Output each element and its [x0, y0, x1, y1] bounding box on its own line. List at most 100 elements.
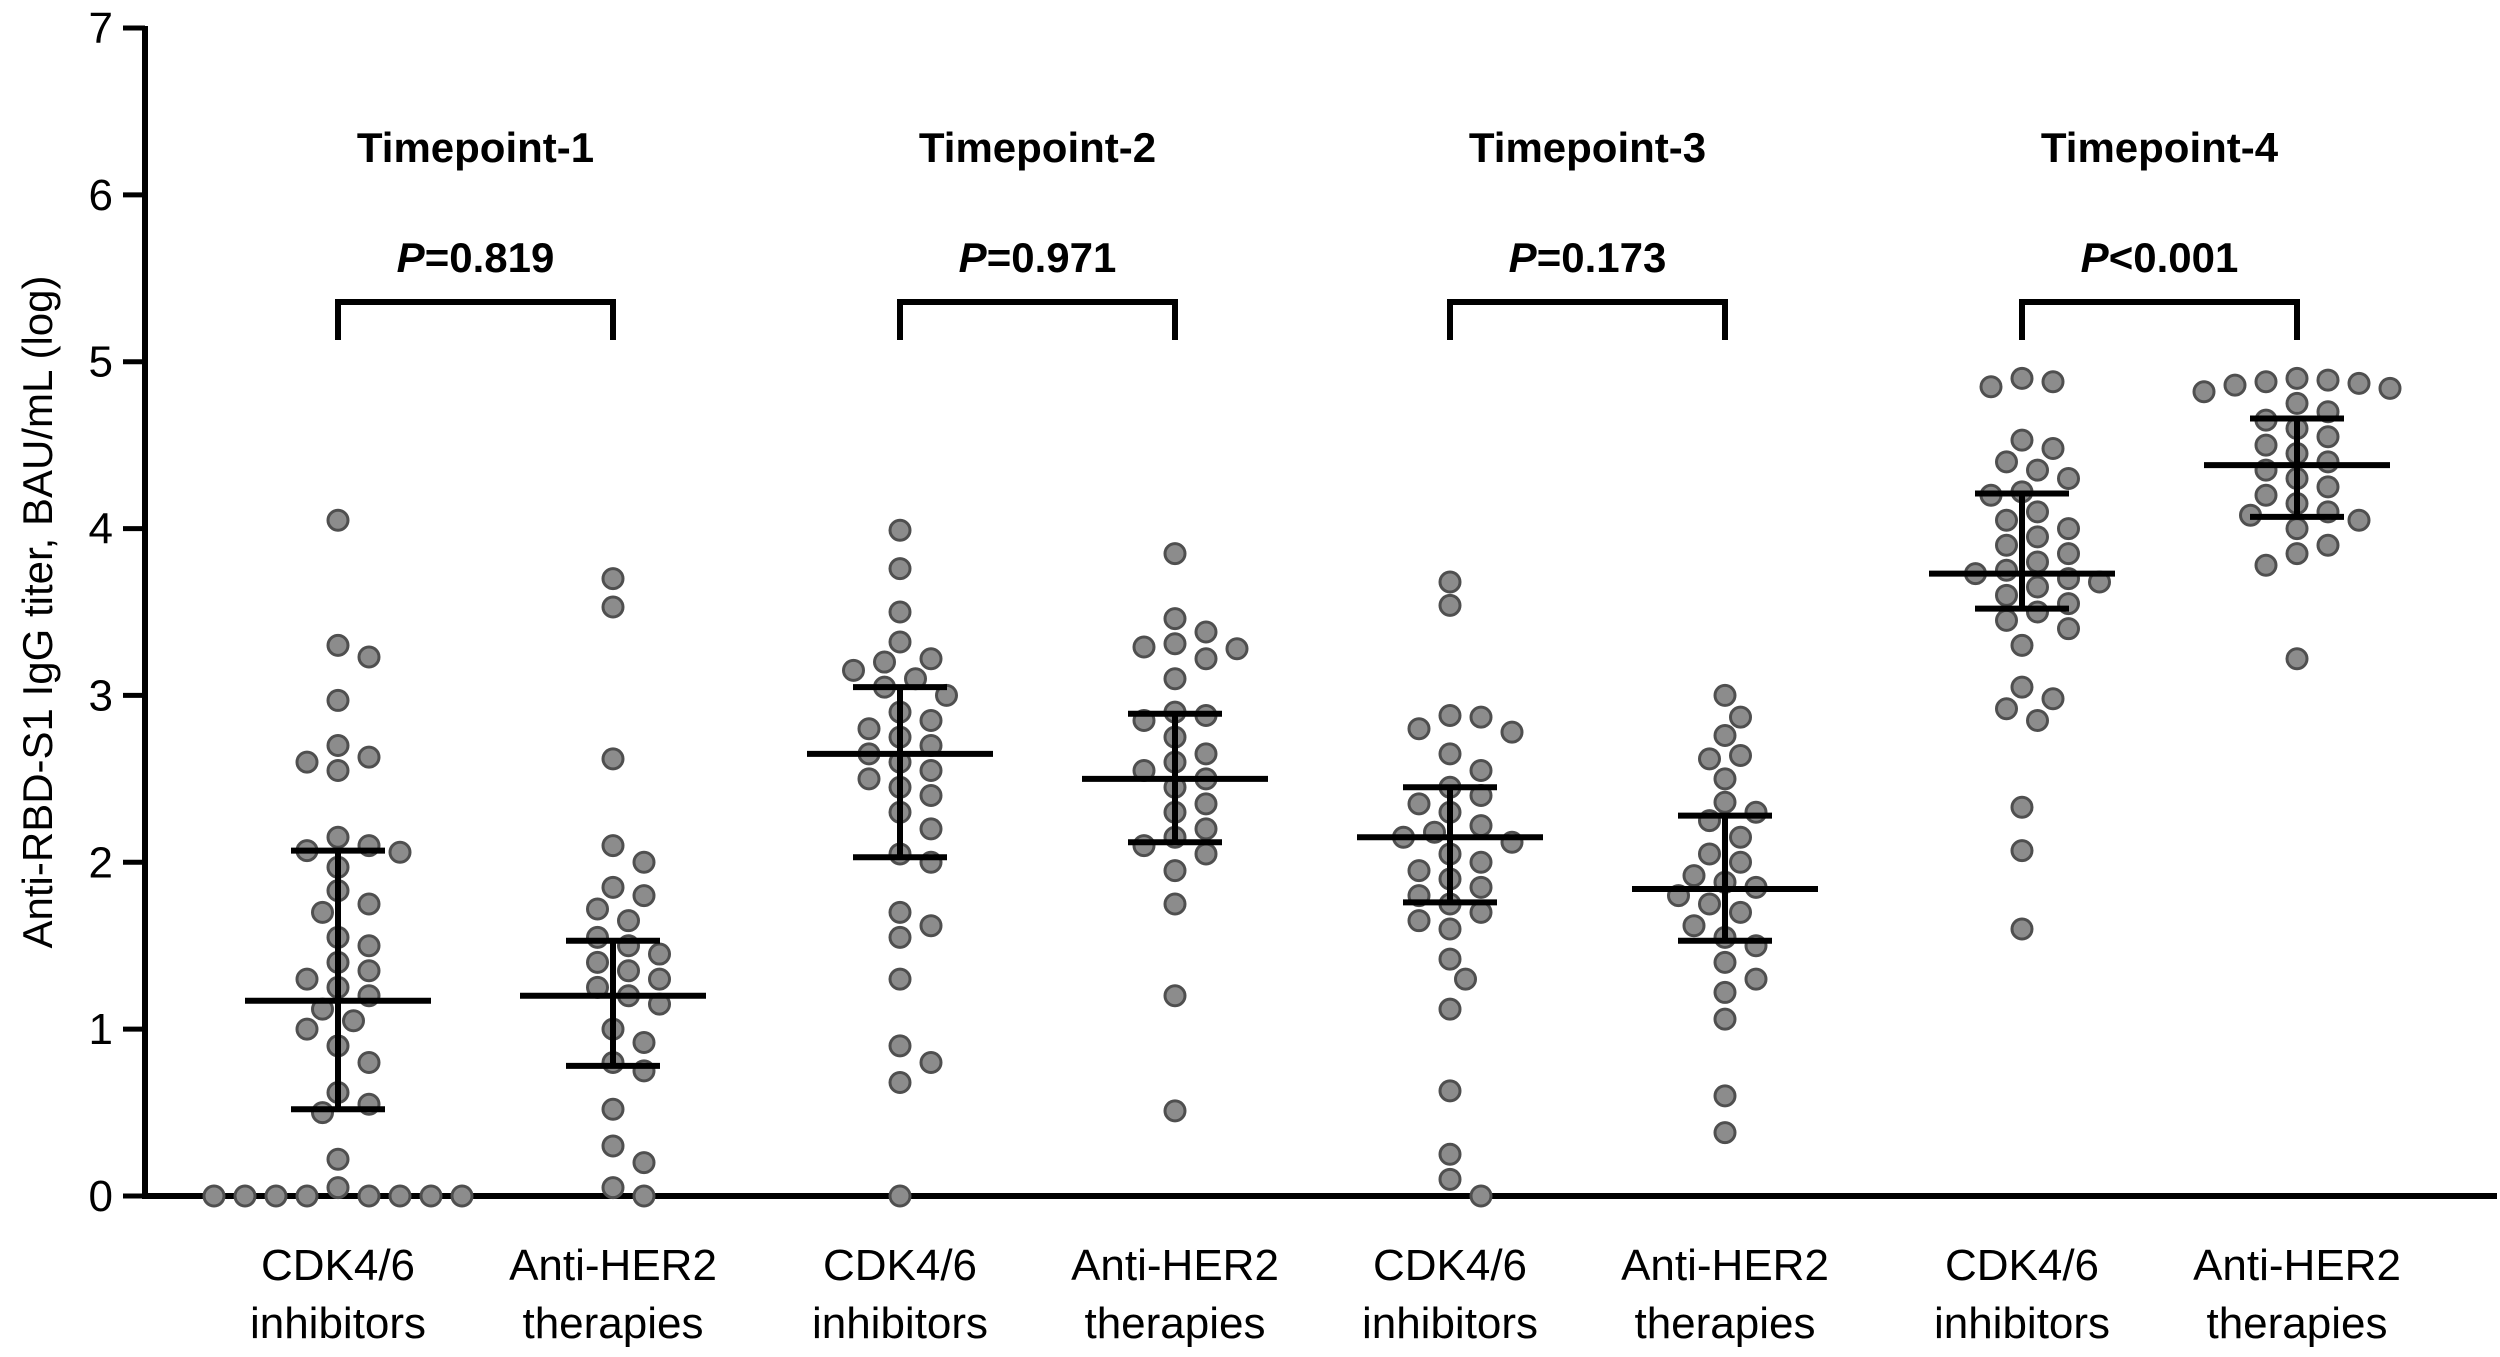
data-point [2285, 366, 2309, 390]
timepoint-title: Timepoint-4 [2041, 124, 2279, 171]
data-point [2316, 533, 2340, 557]
data-point [2254, 483, 2278, 507]
data-point [919, 817, 943, 841]
data-point [888, 1071, 912, 1095]
y-tick-label: 3 [89, 671, 113, 720]
data-point [1729, 825, 1752, 849]
data-point [295, 967, 319, 991]
data-point [2026, 500, 2049, 524]
data-point [326, 733, 350, 757]
data-point [1469, 759, 1493, 783]
data-point [2378, 376, 2402, 400]
data-point [1713, 1121, 1737, 1145]
data-point [326, 1176, 350, 1200]
data-point [842, 658, 865, 682]
data-point [1995, 583, 2018, 607]
data-point [1713, 1007, 1737, 1031]
x-category-label-line1: Anti-HER2 [1621, 1241, 1829, 1290]
data-point [888, 1184, 912, 1208]
data-point [357, 1184, 381, 1208]
data-points [202, 366, 2402, 1208]
p-value-symbol: P [2081, 234, 2110, 281]
data-point [1407, 859, 1431, 883]
data-point [1469, 875, 1493, 899]
data-point [1194, 817, 1218, 841]
data-point [1979, 375, 2003, 399]
data-point [2010, 675, 2034, 699]
data-point [1469, 1184, 1493, 1208]
median-iqr-bars [245, 415, 2390, 1113]
data-point [2026, 458, 2049, 482]
data-point [1682, 914, 1706, 938]
data-point [1729, 705, 1752, 729]
p-value-symbol: P [1509, 234, 1538, 281]
data-point [326, 825, 350, 849]
data-point [2192, 380, 2216, 404]
y-axis-label: Anti-RBD-S1 IgG titer, BAU/mL (log) [14, 276, 61, 949]
data-point [1163, 607, 1187, 631]
data-point [857, 767, 881, 791]
data-point [1713, 1084, 1737, 1108]
data-point [586, 897, 609, 921]
data-point [357, 645, 381, 669]
data-point [888, 600, 912, 624]
data-point [2026, 708, 2049, 732]
y-tick-label: 0 [89, 1172, 113, 1221]
data-point [2010, 428, 2034, 452]
data-point [2285, 542, 2309, 566]
x-category-label-line2: therapies [1084, 1299, 1265, 1348]
data-point [2347, 371, 2371, 395]
data-point [1713, 723, 1737, 747]
data-point [326, 1147, 350, 1171]
data-point [2026, 600, 2049, 624]
data-point [1407, 909, 1431, 933]
data-point [1407, 717, 1431, 741]
data-point [419, 1184, 443, 1208]
data-point [2057, 467, 2080, 491]
data-point [601, 1176, 625, 1200]
data-point [2010, 795, 2034, 819]
data-point [357, 934, 381, 958]
p-value-number: =0.819 [425, 234, 555, 281]
data-point [1995, 450, 2018, 474]
data-point [1682, 864, 1706, 888]
data-point [586, 950, 609, 974]
data-point [1744, 800, 1768, 824]
x-category-label-line2: therapies [1634, 1299, 1815, 1348]
data-point [1194, 647, 1218, 671]
data-point [388, 1184, 412, 1208]
data-point [888, 557, 912, 581]
data-point [2041, 436, 2065, 460]
data-point [1698, 892, 1721, 916]
data-point [2057, 517, 2080, 541]
p-value-symbol: P [397, 234, 426, 281]
data-point [2285, 517, 2309, 541]
x-category-label-line1: Anti-HER2 [1071, 1241, 1279, 1290]
x-category-label-line2: inhibitors [1362, 1299, 1538, 1348]
data-point [357, 745, 381, 769]
data-point [1163, 632, 1187, 656]
data-point [632, 1030, 656, 1054]
data-point [326, 759, 350, 783]
data-point [1194, 742, 1218, 766]
p-value-number: =0.173 [1537, 234, 1667, 281]
data-point [1469, 814, 1493, 838]
data-point [233, 1184, 257, 1208]
data-point [342, 1009, 365, 1033]
data-point [2347, 508, 2371, 532]
data-point [919, 1051, 943, 1075]
data-point [601, 595, 625, 619]
x-category-label-line1: CDK4/6 [1945, 1241, 2099, 1290]
data-point [202, 1184, 226, 1208]
y-tick-label: 4 [89, 505, 113, 554]
x-category-label-line1: CDK4/6 [1373, 1241, 1527, 1290]
data-point [1713, 683, 1737, 707]
data-point [601, 1134, 625, 1158]
x-category-label-line2: inhibitors [1934, 1299, 2110, 1348]
data-point [2285, 391, 2309, 415]
data-point [919, 759, 943, 783]
data-point [2010, 839, 2034, 863]
data-point [1438, 593, 1462, 617]
comparison-bracket [2019, 299, 2300, 340]
data-point [601, 567, 625, 591]
